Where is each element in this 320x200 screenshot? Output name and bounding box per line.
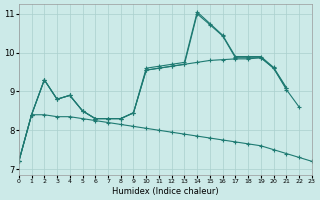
X-axis label: Humidex (Indice chaleur): Humidex (Indice chaleur) bbox=[112, 187, 219, 196]
